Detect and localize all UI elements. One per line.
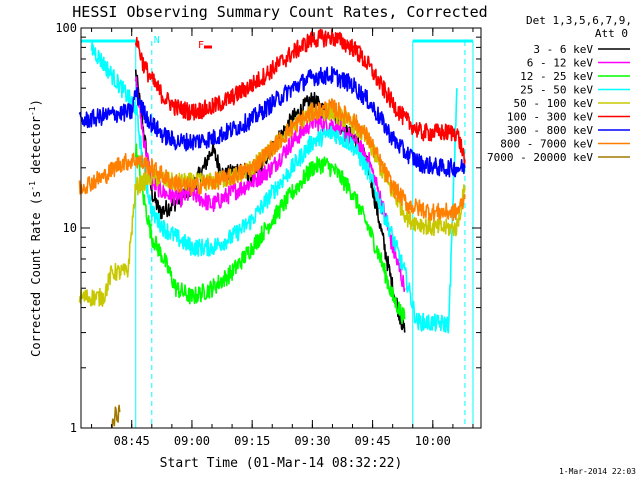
legend-label-4: 50 - 100 keV: [514, 97, 594, 110]
legend-title-line-1: Det 1,3,5,6,7,9,: [526, 14, 632, 27]
series-line-5: [134, 28, 466, 167]
series-line-7: [78, 98, 466, 222]
series-line-6: [78, 66, 466, 178]
series-line-2: [134, 143, 406, 325]
x-tick-label: 10:00: [415, 434, 451, 448]
x-tick-label: 09:00: [174, 434, 210, 448]
x-tick-label: 08:45: [114, 434, 150, 448]
x-axis-label: Start Time (01-Mar-14 08:32:22): [160, 456, 403, 471]
legend-label-8: 7000 - 20000 keV: [487, 151, 593, 164]
flag-label-f: F: [198, 40, 204, 51]
legend-label-7: 800 - 7000 keV: [500, 138, 593, 151]
y-tick-label: 1: [70, 421, 77, 435]
x-tick-label: 09:45: [355, 434, 391, 448]
legend-label-1: 6 - 12 keV: [527, 57, 594, 70]
legend-title-line-2: Att 0: [595, 27, 628, 40]
y-axis-label-end: ): [29, 99, 43, 106]
axes-layer: 1 10 100 08:45 09:00 09:15 09:30 09:45 10:00: [55, 21, 481, 448]
y-axis-label-sup2: -1: [28, 106, 37, 116]
y-axis-label: Corrected Count Rate (s-1 detector-1): [28, 99, 43, 357]
flag-label-n: N: [154, 35, 160, 46]
series-line-8: [110, 404, 121, 429]
series-line-3: [90, 41, 458, 334]
y-tick-label: 100: [55, 21, 77, 35]
x-tick-label: 09:30: [294, 434, 330, 448]
x-tick-label: 09:15: [234, 434, 270, 448]
legend-label-0: 3 - 6 keV: [533, 43, 593, 56]
y-axis-label-main: Corrected Count Rate (s: [29, 191, 43, 357]
series-line-1: [134, 76, 406, 293]
legend-label-2: 12 - 25 keV: [520, 70, 593, 83]
y-axis-label-mid: detector: [29, 116, 43, 181]
legend-label-3: 25 - 50 keV: [520, 84, 593, 97]
legend-label-6: 300 - 800 keV: [507, 124, 593, 137]
chart-title: HESSI Observing Summary Count Rates, Cor…: [72, 3, 487, 21]
timestamp: 1-Mar-2014 22:03: [559, 467, 636, 476]
y-axis-label-sup1: -1: [28, 181, 37, 191]
series-layer: [78, 28, 466, 429]
y-tick-label: 10: [63, 221, 77, 235]
legend-label-5: 100 - 300 keV: [507, 111, 593, 124]
